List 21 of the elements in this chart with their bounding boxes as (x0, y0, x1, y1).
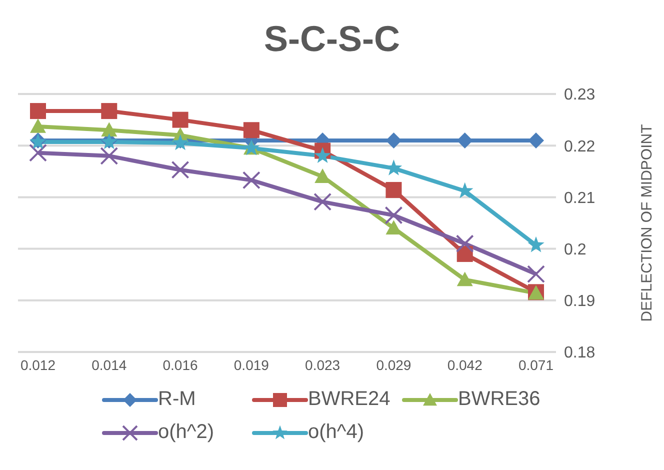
legend-label: BWRE24 (308, 388, 390, 411)
legend-label: BWRE36 (458, 388, 540, 411)
x-tick-label: 0.023 (305, 356, 340, 373)
x-tick-label: 0.071 (518, 356, 554, 373)
x-tick-label: 0.012 (20, 356, 56, 373)
y-tick-label: 0.21 (564, 190, 596, 207)
legend-label: R-M (158, 388, 196, 411)
chart-title: S-C-S-C (263, 17, 401, 61)
legend-label: o(h^4) (308, 421, 364, 444)
y-tick-label: 0.18 (564, 344, 596, 362)
y-tick-label: 0.19 (564, 293, 596, 310)
y-tick-label: 0.23 (564, 86, 596, 104)
y-tick-label: 0.2 (564, 241, 586, 258)
x-tick-label: 0.019 (234, 356, 270, 373)
x-tick-label: 0.016 (162, 356, 198, 373)
y-axis-title: DEFLECTION OF MIDPOINT (638, 124, 656, 322)
x-tick-label: 0.029 (376, 356, 412, 373)
legend-label: o(h^2) (158, 421, 214, 444)
x-tick-label: 0.014 (92, 356, 127, 373)
y-tick-label: 0.22 (564, 138, 596, 156)
x-tick-label: 0.042 (447, 356, 483, 373)
